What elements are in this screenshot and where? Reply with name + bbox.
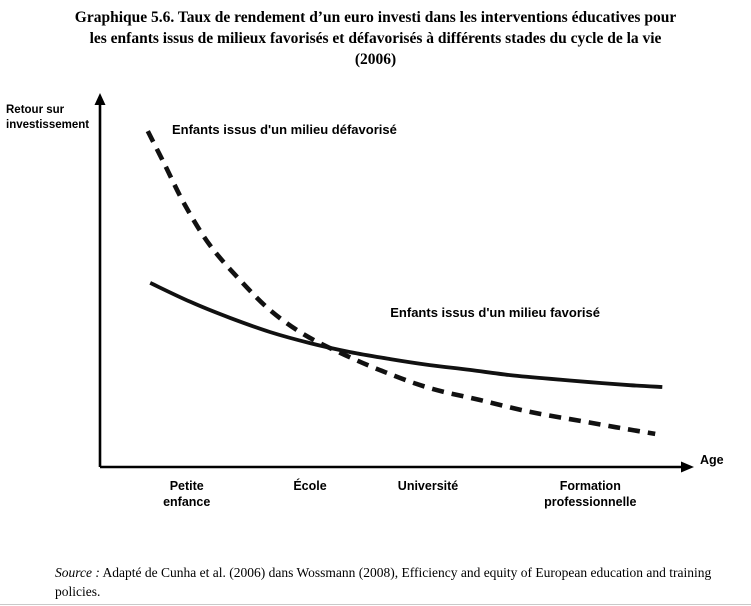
chart-canvas: [94, 93, 694, 473]
source-label: Source :: [55, 565, 100, 580]
chart-area: Retour sur investissement Age Enfants is…: [0, 85, 751, 535]
y-axis-label: Retour sur investissement: [6, 104, 90, 131]
curve-advantaged: [149, 281, 663, 389]
chart-title: Graphique 5.6. Taux de rendement d’un eu…: [0, 7, 751, 70]
y-axis-arrow: [94, 93, 106, 105]
bottom-divider: [0, 604, 751, 605]
x-axis-arrow: [681, 461, 694, 473]
source-note: Source : Adapté de Cunha et al. (2006) d…: [55, 563, 715, 601]
series-label-disadvantaged: Enfants issus d'un milieu défavorisé: [171, 122, 397, 138]
stage-label-vocational-training: Formation professionnelle: [544, 479, 637, 509]
chart-title-line-1: Graphique 5.6. Taux de rendement d’un eu…: [74, 9, 677, 26]
stage-label-university: Université: [397, 479, 459, 493]
series-label-advantaged: Enfants issus d'un milieu favorisé: [390, 305, 600, 321]
chart-title-line-3: (2006): [354, 51, 397, 68]
stage-label-school: École: [293, 479, 327, 493]
source-text: Adapté de Cunha et al. (2006) dans Wossm…: [55, 565, 712, 599]
curve-disadvantaged: [145, 130, 656, 437]
x-axis-label: Age: [700, 453, 724, 467]
chart-title-line-2: les enfants issus de milieux favorisés e…: [89, 30, 662, 47]
stage-label-early-childhood: Petite enfance: [163, 479, 211, 509]
